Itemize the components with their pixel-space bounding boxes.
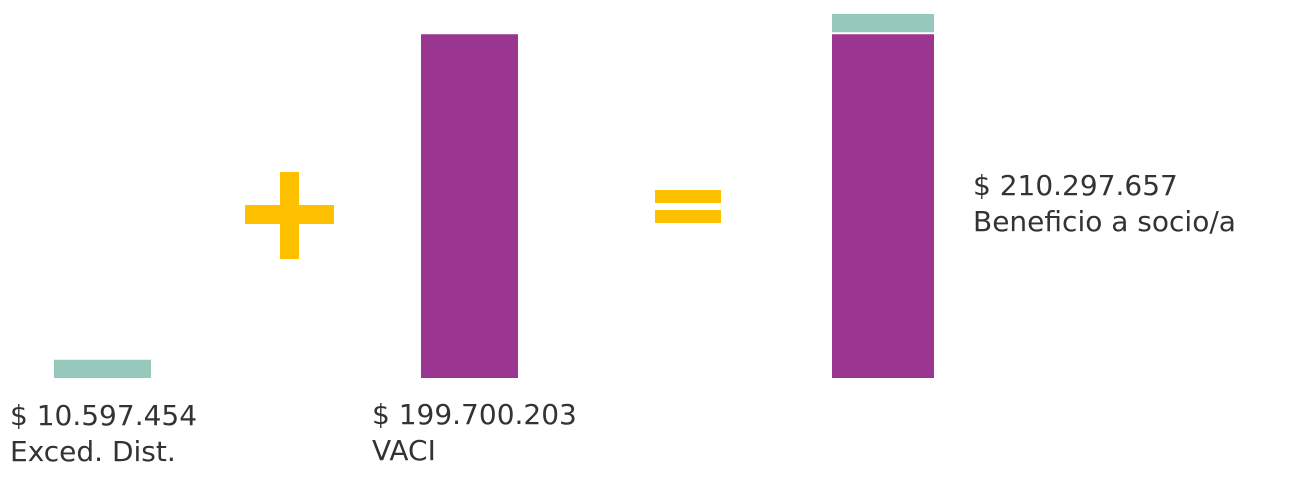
- value-label-vaci: $ 199.700.203: [372, 398, 577, 431]
- bar-vaci-segment-1: [421, 34, 518, 379]
- data-label-exced: $ 10.597.454 Exced. Dist.: [10, 398, 197, 470]
- bar-exced-dist-segment-0: [54, 359, 151, 378]
- bars-layer: [54, 14, 934, 379]
- equals-sign: [655, 190, 721, 223]
- operators-layer: [245, 172, 721, 259]
- value-label-total: $ 210.297.657: [973, 169, 1178, 202]
- bar-beneficio-a-socio-a-segment-1: [832, 34, 934, 379]
- equals-top-stroke: [655, 190, 721, 203]
- category-label-vaci: VACI: [372, 434, 436, 467]
- value-label-exced: $ 10.597.454: [10, 399, 198, 432]
- data-label-total: $ 210.297.657 Beneficio a socio/a: [973, 168, 1236, 240]
- equals-bottom-stroke: [655, 210, 721, 223]
- plus-sign: [245, 172, 334, 259]
- data-label-vaci: $ 199.700.203 VACI: [372, 397, 577, 469]
- plus-vertical-stroke: [280, 172, 299, 259]
- bar-beneficio-a-socio-a-segment-0: [832, 14, 934, 33]
- category-label-exced: Exced. Dist.: [10, 435, 176, 468]
- category-label-total: Beneficio a socio/a: [973, 205, 1236, 238]
